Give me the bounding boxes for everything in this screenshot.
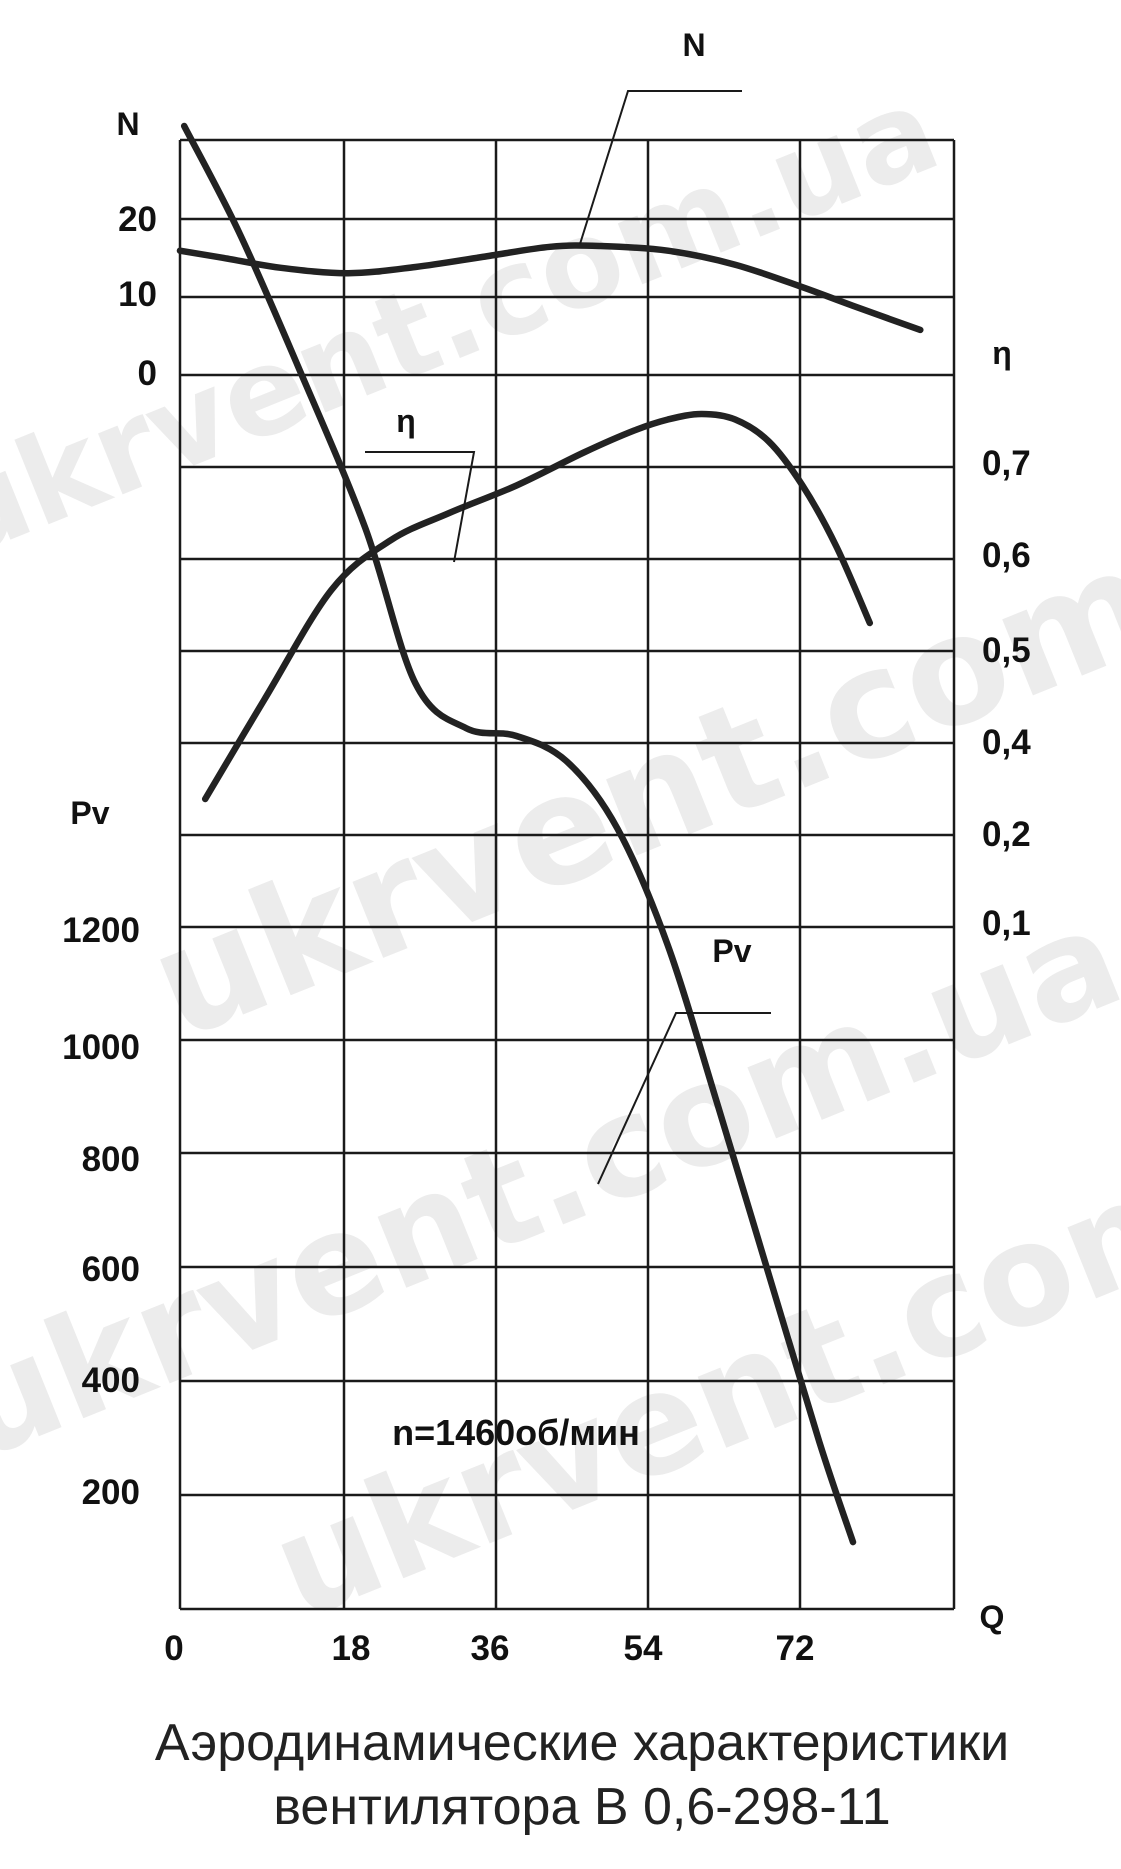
pv-tick-label: 200 — [82, 1473, 140, 1512]
caption-line-1: Аэродинамические характеристики — [155, 1714, 1009, 1772]
x-tick-label: 54 — [624, 1629, 663, 1668]
eta-tick-label: 0,5 — [982, 631, 1031, 670]
pv-axis-label: Pv — [70, 795, 109, 831]
n-tick-label: 20 — [118, 200, 157, 239]
eta-tick-label: 0,2 — [982, 815, 1031, 854]
n-tick-label: 0 — [138, 354, 157, 393]
leader-line — [597, 1012, 771, 1185]
eta-tick-label: 0,4 — [982, 723, 1031, 762]
x-tick-label: 72 — [776, 1629, 815, 1668]
n-curve — [176, 242, 924, 334]
tick-labels: 0 18 36 54 72 20 10 0 0,7 0,6 0,5 0,4 0,2 0,1 1200 1000… — [62, 200, 1031, 1668]
q-axis-label: Q — [980, 1599, 1005, 1635]
eta-curve — [201, 410, 874, 803]
eta-tick-label: 0,1 — [982, 904, 1031, 943]
pv-tick-label: 800 — [82, 1140, 140, 1179]
pv-tick-label: 600 — [82, 1250, 140, 1289]
n-tick-label: 10 — [118, 275, 157, 314]
curves — [176, 122, 924, 1546]
pv-tick-label: 1000 — [62, 1028, 140, 1067]
pv-tick-label: 1200 — [62, 911, 140, 950]
n-curve-label: N — [682, 27, 705, 63]
pv-tick-label: 400 — [82, 1361, 140, 1400]
pv-curve — [180, 122, 857, 1546]
x-tick-label: 36 — [471, 1629, 510, 1668]
eta-tick-label: 0,7 — [982, 444, 1031, 483]
eta-axis-label: η — [992, 335, 1012, 371]
speed-label: n=1460об/мин — [392, 1412, 640, 1453]
leader-lines — [365, 90, 771, 1185]
eta-tick-label: 0,6 — [982, 536, 1031, 575]
plot-grid — [178, 138, 956, 1611]
pv-curve-label: Pv — [712, 933, 751, 969]
x-tick-label: 18 — [332, 1629, 371, 1668]
x-tick-label: 0 — [164, 1629, 183, 1668]
eta-curve-label: η — [396, 403, 416, 439]
caption-line-2: вентилятора В 0,6-298-11 — [273, 1778, 890, 1836]
leader-line — [365, 451, 476, 563]
n-axis-label: N — [116, 106, 139, 142]
leader-line — [579, 90, 742, 245]
